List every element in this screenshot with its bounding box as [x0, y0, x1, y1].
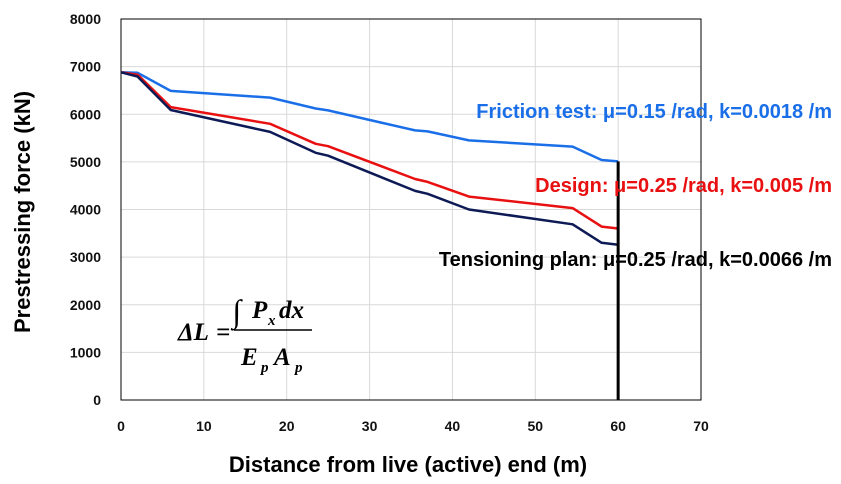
- formula-p-sub: x: [267, 313, 276, 329]
- series-label-friction-test: Friction test: μ=0.15 /rad, k=0.0018 /m: [476, 101, 832, 123]
- x-tick-label: 60: [610, 418, 626, 434]
- y-tick-label: 6000: [70, 106, 101, 122]
- x-tick-label: 10: [196, 418, 212, 434]
- formula-e-sub: p: [259, 360, 269, 376]
- y-tick-label: 7000: [70, 59, 101, 75]
- formula-dx: dx: [279, 297, 304, 324]
- x-tick-label: 30: [362, 418, 378, 434]
- x-tick-labels: 0 10 20 30 40 50 60 70: [117, 418, 709, 434]
- formula-a-sub: p: [293, 360, 303, 376]
- series-line-design: [120, 71, 619, 230]
- y-tick-labels: 0 1000 2000 3000 4000 5000 6000 7000 8000: [70, 11, 101, 408]
- y-tick-label: 3000: [70, 249, 101, 265]
- formula-lhs: ΔL: [177, 319, 209, 346]
- x-tick-label: 40: [445, 418, 461, 434]
- series-line-friction-test: [120, 71, 619, 163]
- y-axis-title: Prestressing force (kN): [10, 91, 35, 333]
- y-tick-label: 8000: [70, 11, 101, 27]
- x-axis-title: Distance from live (active) end (m): [229, 452, 587, 477]
- series-label-design: Design: μ=0.25 /rad, k=0.005 /m: [535, 175, 832, 197]
- y-tick-label: 1000: [70, 344, 101, 360]
- plot-frame: [120, 18, 702, 401]
- x-tick-label: 50: [527, 418, 543, 434]
- formula-a: A: [272, 344, 291, 371]
- y-tick-label: 0: [93, 392, 101, 408]
- x-tick-label: 20: [279, 418, 295, 434]
- elongation-formula: ΔL = ∫ P x dx E p A p: [177, 293, 312, 376]
- series-line-tensioning-plan: [120, 71, 619, 246]
- y-tick-label: 2000: [70, 297, 101, 313]
- series-lines: [120, 71, 619, 246]
- formula-equals: =: [216, 319, 230, 346]
- formula-integral: ∫: [230, 293, 243, 331]
- y-tick-label: 5000: [70, 154, 101, 170]
- x-tick-label: 0: [117, 418, 125, 434]
- formula-p: P: [251, 297, 268, 324]
- formula-e: E: [240, 344, 258, 371]
- x-tick-label: 70: [693, 418, 709, 434]
- series-label-tensioning-plan: Tensioning plan: μ=0.25 /rad, k=0.0066 /…: [439, 249, 832, 271]
- y-tick-label: 4000: [70, 202, 101, 218]
